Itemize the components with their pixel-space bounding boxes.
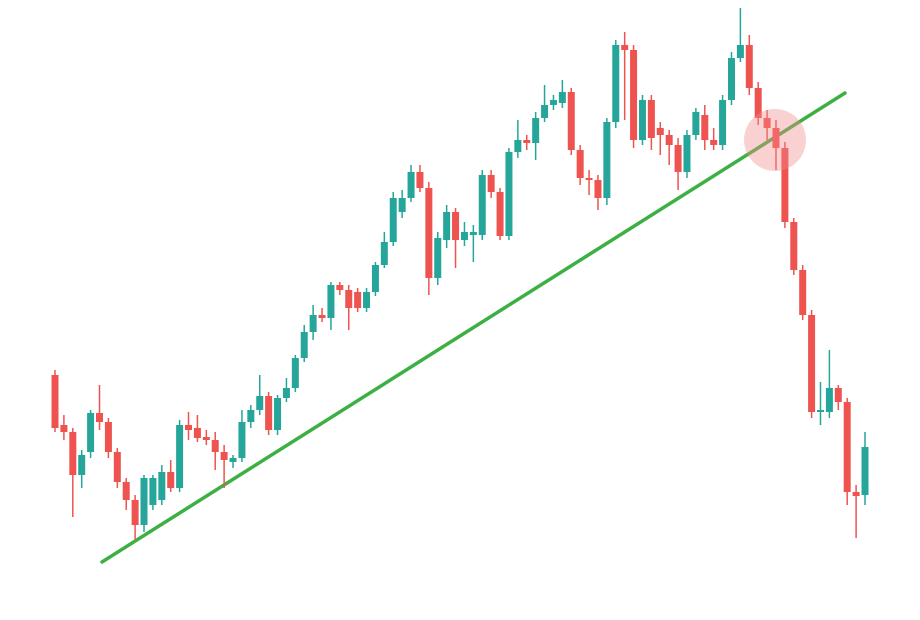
candle-body <box>594 180 602 198</box>
candle-body <box>638 100 646 140</box>
candle-body <box>710 140 718 145</box>
candle-body <box>852 492 860 496</box>
candle-body <box>790 222 798 270</box>
candle-body <box>514 140 522 152</box>
candle-body <box>505 152 513 236</box>
candle-body <box>443 212 451 240</box>
candle-body <box>843 402 851 492</box>
candle-body <box>558 92 566 103</box>
candle-body <box>256 396 264 410</box>
candle-body <box>185 425 193 430</box>
candle-body <box>478 175 486 235</box>
candle-body <box>460 232 468 240</box>
candle-body <box>113 452 121 482</box>
candle-body <box>51 375 59 428</box>
candle-body <box>193 428 201 438</box>
candle-body <box>398 198 406 212</box>
candle-body <box>60 425 68 432</box>
candle-body <box>532 118 540 143</box>
candle-body <box>167 472 175 488</box>
candle-body <box>202 437 210 440</box>
candle-body <box>78 455 86 475</box>
candle-body <box>621 45 629 50</box>
candle-body <box>434 238 442 278</box>
candle-body <box>647 100 655 138</box>
candle-body <box>265 396 273 430</box>
candle-body <box>371 265 379 292</box>
candle-body <box>327 285 335 318</box>
candle-body <box>407 172 415 198</box>
candle-body <box>674 145 682 172</box>
candle-body <box>274 398 282 430</box>
candle-body <box>238 422 246 458</box>
candle-body <box>585 178 593 180</box>
candle-body <box>220 452 228 460</box>
candle-body <box>87 413 95 452</box>
candle-body <box>630 50 638 140</box>
candle-body <box>808 315 816 412</box>
candle-body <box>291 358 299 388</box>
candle-body <box>576 150 584 178</box>
candle-body <box>336 285 344 290</box>
candle-body <box>781 148 789 222</box>
candle-body <box>692 112 700 135</box>
candle-body <box>745 45 753 88</box>
candle-body <box>380 242 388 265</box>
candle-body <box>567 92 575 150</box>
candle-body <box>318 315 326 318</box>
candle-body <box>665 135 673 145</box>
candle-body <box>354 292 362 308</box>
candle-body <box>816 410 824 412</box>
candle-body <box>719 100 727 145</box>
candle-body <box>425 188 433 278</box>
candle-body <box>834 388 842 402</box>
candle-body <box>772 128 780 148</box>
candle-body <box>736 45 744 58</box>
candle-body <box>763 118 771 128</box>
candle-body <box>363 292 371 308</box>
breakout-highlight <box>744 109 806 171</box>
candle-body <box>247 410 255 422</box>
candle-body <box>701 115 709 140</box>
candle-body <box>603 122 611 198</box>
candle-body <box>799 270 807 315</box>
candle-body <box>309 315 317 332</box>
candle-body <box>96 413 104 422</box>
candle-body <box>158 472 166 500</box>
candle-body <box>861 447 869 495</box>
candle-body <box>389 198 397 242</box>
candle-body <box>300 332 308 358</box>
candle-body <box>345 290 353 308</box>
candle-body <box>754 88 762 118</box>
candle-body <box>122 482 130 500</box>
candle-body <box>496 192 504 236</box>
candle-body <box>825 388 833 412</box>
candle-body <box>487 175 495 192</box>
candle-body <box>211 440 219 452</box>
candle-body <box>176 425 184 488</box>
candle-body <box>140 478 148 525</box>
candle-body <box>683 135 691 172</box>
candle-body <box>131 500 139 525</box>
candle-body <box>612 45 620 122</box>
candle-body <box>727 58 735 100</box>
candle-body <box>104 422 112 452</box>
trend-line <box>100 91 847 564</box>
candle-body <box>541 105 549 118</box>
candle-body <box>523 140 531 143</box>
candle-body <box>69 432 77 475</box>
candle-body <box>469 232 477 235</box>
candle-body <box>656 128 664 135</box>
candle-body <box>229 458 237 462</box>
candle-body <box>282 388 290 398</box>
candle-body <box>149 478 157 505</box>
candle-body <box>549 100 557 105</box>
candle-body <box>452 212 460 240</box>
candle-body <box>416 172 424 188</box>
